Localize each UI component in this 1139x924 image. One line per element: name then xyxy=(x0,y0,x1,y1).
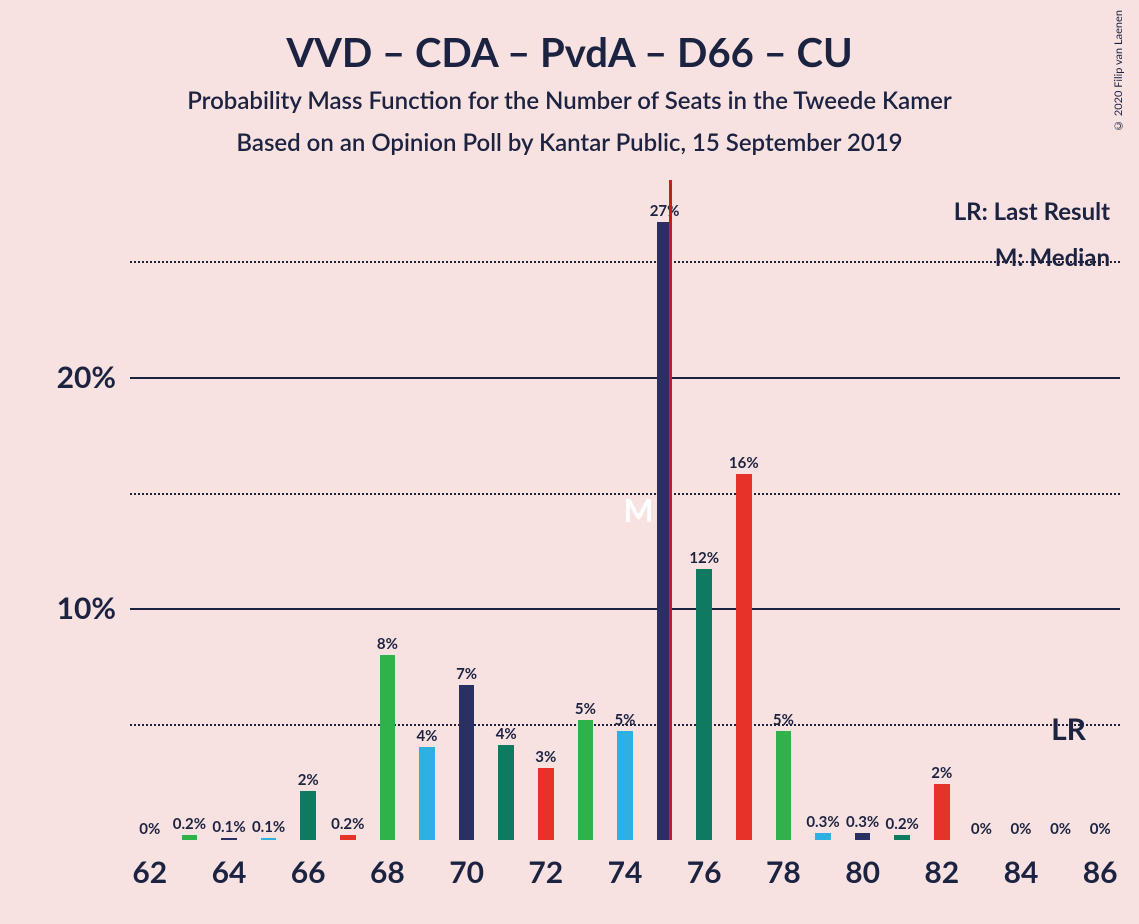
bar-value-label: 0.2% xyxy=(886,815,919,835)
chart-title: VVD – CDA – PvdA – D66 – CU xyxy=(0,28,1139,76)
bar: 2% xyxy=(300,791,316,840)
x-tick-label: 86 xyxy=(1083,840,1118,890)
bar-value-label: 0.1% xyxy=(252,818,285,838)
bar-value-label: 3% xyxy=(535,748,556,768)
bar: 0.2% xyxy=(182,835,198,840)
x-tick-label: 82 xyxy=(924,840,959,890)
bar: 12% xyxy=(696,569,712,840)
bar: 0.2% xyxy=(894,835,910,840)
bar-value-label: 0.1% xyxy=(212,818,245,838)
bar: 7% xyxy=(459,685,475,840)
bar: 0.3% xyxy=(855,833,871,840)
bar: 5% xyxy=(776,731,792,840)
x-tick-label: 70 xyxy=(449,840,484,890)
bar-value-label: 2% xyxy=(298,771,319,791)
bar: 5% xyxy=(578,720,594,840)
gridline-major xyxy=(130,608,1120,610)
copyright-text: © 2020 Filip van Laenen xyxy=(1112,10,1125,132)
gridline-minor xyxy=(130,261,1120,263)
y-tick-label: 10% xyxy=(57,590,130,626)
bar-value-label: 7% xyxy=(456,665,477,685)
bar-value-label: 5% xyxy=(575,700,596,720)
x-tick-label: 78 xyxy=(766,840,801,890)
bar: 16% xyxy=(736,474,752,840)
median-line xyxy=(669,180,672,840)
x-tick-label: 84 xyxy=(1004,840,1039,890)
bar: 0.3% xyxy=(815,833,831,840)
bar-value-label: 4% xyxy=(416,727,437,747)
bar: 0.2% xyxy=(340,835,356,840)
bar: 8% xyxy=(380,655,396,840)
legend-item: LR: Last Result xyxy=(954,197,1110,226)
x-tick-label: 74 xyxy=(608,840,643,890)
chart-subtitle-2: Based on an Opinion Poll by Kantar Publi… xyxy=(0,128,1139,157)
bar-value-label: 0.2% xyxy=(173,815,206,835)
x-tick-label: 68 xyxy=(370,840,405,890)
bar-value-label: 2% xyxy=(931,764,952,784)
y-tick-label: 20% xyxy=(57,359,130,395)
median-label: M xyxy=(623,490,653,529)
bar-value-label: 8% xyxy=(377,635,398,655)
bar-value-label: 5% xyxy=(614,711,635,731)
x-tick-label: 72 xyxy=(528,840,563,890)
last-result-marker: LR xyxy=(1051,711,1086,747)
bar: 5% xyxy=(617,731,633,840)
bar: 4% xyxy=(419,747,435,840)
chart-subtitle-1: Probability Mass Function for the Number… xyxy=(0,86,1139,115)
gridline-major xyxy=(130,377,1120,379)
bar-value-label: 0.3% xyxy=(846,813,879,833)
bar-value-label: 0.2% xyxy=(331,815,364,835)
bar: 3% xyxy=(538,768,554,840)
bar-value-label: 0% xyxy=(1050,820,1071,840)
bar-value-label: 0% xyxy=(1010,820,1031,840)
x-tick-label: 62 xyxy=(132,840,167,890)
x-tick-label: 80 xyxy=(845,840,880,890)
bar-value-label: 4% xyxy=(496,725,517,745)
legend-item: M: Median xyxy=(995,243,1110,272)
bar-value-label: 5% xyxy=(773,711,794,731)
x-tick-label: 76 xyxy=(687,840,722,890)
x-tick-label: 66 xyxy=(291,840,326,890)
bar-value-label: 0.3% xyxy=(806,813,839,833)
bar: 4% xyxy=(498,745,514,840)
bar-value-label: 27% xyxy=(650,202,680,222)
bar-value-label: 12% xyxy=(689,549,719,569)
bar: 0.1% xyxy=(221,838,237,840)
bar-value-label: 0% xyxy=(971,820,992,840)
bar-value-label: 16% xyxy=(729,454,759,474)
x-tick-label: 64 xyxy=(212,840,247,890)
bar: 2% xyxy=(934,784,950,840)
chart-plot-area: 10%20%626466687072747678808284860%0.2%0.… xyxy=(130,180,1120,840)
bar-value-label: 0% xyxy=(139,820,160,840)
bar: 0.1% xyxy=(261,838,277,840)
bar-value-label: 0% xyxy=(1090,820,1111,840)
